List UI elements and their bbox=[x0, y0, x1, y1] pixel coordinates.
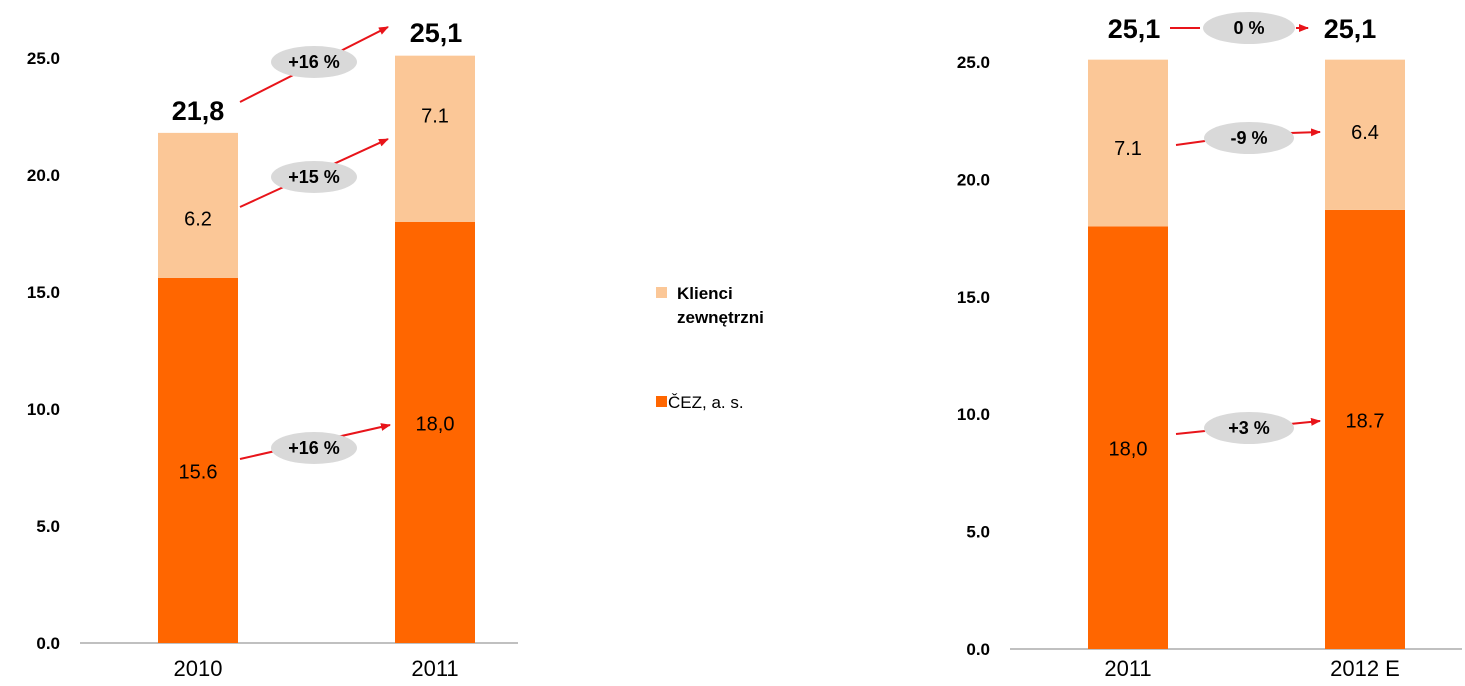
change-line-external bbox=[1175, 140, 1206, 146]
y-tick-label: 15.0 bbox=[957, 288, 990, 307]
total-label: 25,1 bbox=[410, 18, 463, 48]
y-tick-label: 25.0 bbox=[27, 49, 60, 68]
bar-external bbox=[395, 55, 475, 222]
chart-left: 0.0 5.0 10.0 15.0 20.0 25.0 2010 2011 15.6 18,0 6.… bbox=[27, 18, 518, 681]
y-tick-label: 0.0 bbox=[36, 634, 60, 653]
change-pill-total-label: 0 % bbox=[1233, 18, 1264, 38]
y-tick-label: 20.0 bbox=[957, 170, 990, 189]
y-tick-label: 0.0 bbox=[966, 640, 990, 659]
data-label-external: 7.1 bbox=[1114, 138, 1142, 160]
change-pill-cez-label: +3 % bbox=[1228, 418, 1270, 438]
legend-label: Klienci bbox=[677, 284, 733, 303]
change-pill-total bbox=[271, 46, 357, 78]
bar-cez bbox=[158, 277, 238, 643]
x-category-label: 2010 bbox=[174, 656, 223, 681]
y-tick-label: 5.0 bbox=[36, 517, 60, 536]
change-arrow-cez bbox=[1289, 417, 1321, 426]
change-pill-cez bbox=[1204, 412, 1294, 444]
bar-cez bbox=[1088, 226, 1168, 650]
y-tick-label: 10.0 bbox=[27, 400, 60, 419]
bar-external bbox=[1088, 59, 1168, 227]
legend-label: ČEZ, a. s. bbox=[668, 393, 744, 412]
legend-label: zewnętrzni bbox=[677, 308, 764, 327]
x-category-label: 2011 bbox=[1104, 656, 1151, 681]
change-pill-external-label: +15 % bbox=[288, 167, 340, 187]
legend-swatch bbox=[656, 287, 667, 298]
change-pill-total-label: +16 % bbox=[288, 52, 340, 72]
chart-right: 0.0 5.0 10.0 15.0 20.0 25.0 2011 2012 E 18,0 18.7… bbox=[957, 12, 1462, 681]
data-label-external: 6.2 bbox=[184, 208, 212, 230]
data-label-cez: 18,0 bbox=[416, 413, 455, 435]
legend-swatch bbox=[656, 396, 667, 407]
data-label-cez: 18.7 bbox=[1346, 410, 1385, 432]
x-category-label: 2012 E bbox=[1330, 656, 1400, 681]
change-pill-external bbox=[271, 161, 357, 193]
x-category-label: 2011 bbox=[411, 656, 458, 681]
total-label: 21,8 bbox=[172, 96, 225, 126]
change-arrow-external bbox=[1289, 128, 1321, 137]
bar-cez bbox=[395, 221, 475, 644]
total-label: 25,1 bbox=[1324, 14, 1377, 44]
change-line-cez bbox=[1175, 430, 1206, 435]
y-tick-label: 25.0 bbox=[957, 53, 990, 72]
change-pill-external bbox=[1204, 122, 1294, 154]
data-label-cez: 15.6 bbox=[179, 461, 218, 483]
bar-cez bbox=[1325, 209, 1405, 649]
y-tick-label: 15.0 bbox=[27, 283, 60, 302]
data-label-external: 6.4 bbox=[1351, 122, 1379, 144]
total-label: 25,1 bbox=[1108, 14, 1161, 44]
y-tick-label: 5.0 bbox=[966, 523, 990, 542]
data-label-cez: 18,0 bbox=[1109, 439, 1148, 461]
data-label-external: 7.1 bbox=[421, 106, 449, 128]
bar-external bbox=[158, 132, 238, 278]
change-pill-total bbox=[1203, 12, 1295, 44]
change-pill-external-label: -9 % bbox=[1230, 128, 1267, 148]
change-pill-cez-label: +16 % bbox=[288, 438, 340, 458]
y-tick-label: 20.0 bbox=[27, 166, 60, 185]
y-tick-label: 10.0 bbox=[957, 405, 990, 424]
legend: Klienci zewnętrzni ČEZ, a. s. bbox=[656, 284, 764, 412]
change-pill-cez bbox=[271, 432, 357, 464]
bar-external bbox=[1325, 59, 1405, 210]
